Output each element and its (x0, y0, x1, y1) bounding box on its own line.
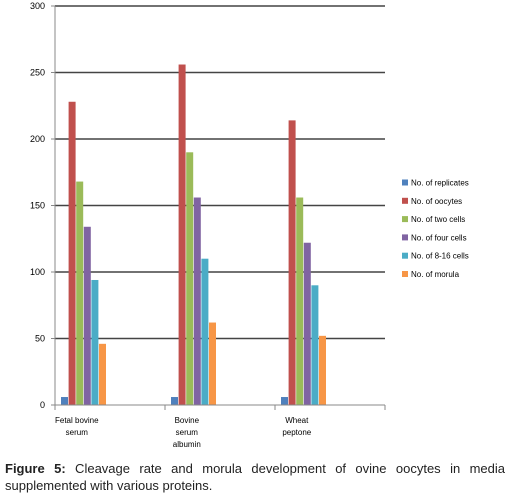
legend-swatch (402, 271, 408, 277)
y-tick-label: 250 (30, 68, 45, 78)
x-axis-labels: Fetal bovine serum Bovine serum albumin Wheat… (55, 416, 312, 449)
legend-label: No. of replicates (411, 179, 469, 188)
caption-text: Cleavage rate and morula development of … (5, 461, 505, 493)
bar (178, 64, 186, 406)
legend: No. of replicates No. of oocytes No. of tw… (402, 179, 469, 279)
y-axis-ticks: 0 50 100 150 200 250 300 (30, 1, 55, 410)
bar (61, 397, 68, 405)
bar (296, 197, 304, 405)
bar (76, 181, 84, 405)
y-tick-label: 300 (30, 1, 45, 11)
y-tick-label: 50 (35, 334, 45, 344)
legend-label: No. of morula (411, 270, 460, 279)
bar (193, 197, 201, 405)
figure-caption: Figure 5: Cleavage rate and morula devel… (5, 460, 505, 494)
legend-swatch (402, 179, 408, 186)
x-category-label: Fetal bovine serum (55, 416, 99, 437)
y-tick-label: 0 (40, 400, 45, 410)
bar (288, 120, 296, 405)
axes (54, 6, 385, 406)
bars (54, 64, 386, 410)
bar (68, 101, 76, 405)
y-tick-label: 150 (30, 201, 45, 211)
bar (91, 279, 99, 405)
legend-swatch (402, 252, 408, 259)
legend-swatch (402, 234, 408, 241)
x-category-label: Bovine serum albumin (173, 416, 201, 449)
y-tick-label: 200 (30, 134, 45, 144)
legend-label: No. of oocytes (411, 197, 462, 206)
legend-label: No. of 8-16 cells (411, 252, 469, 261)
bar (311, 285, 319, 405)
bar (201, 258, 209, 405)
bar-chart: 0 50 100 150 200 250 300 Fetal bovine serum Bovi… (30, 1, 469, 449)
legend-swatch (402, 216, 408, 223)
legend-swatch (402, 197, 408, 204)
x-category-label: Wheat peptone (282, 416, 311, 437)
bar (186, 152, 194, 405)
gridlines (55, 5, 385, 340)
caption-label: Figure 5: (5, 461, 66, 476)
bar (209, 322, 216, 405)
bar (319, 335, 326, 405)
bar (99, 343, 106, 405)
chart-figure: 0 50 100 150 200 250 300 Fetal bovine serum Bovi… (30, 1, 469, 449)
bar (171, 397, 178, 405)
bar (83, 226, 91, 405)
y-tick-label: 100 (30, 267, 45, 277)
legend-label: No. of four cells (411, 233, 467, 242)
bar (281, 397, 288, 405)
bar (303, 242, 311, 405)
legend-label: No. of two cells (411, 215, 465, 224)
